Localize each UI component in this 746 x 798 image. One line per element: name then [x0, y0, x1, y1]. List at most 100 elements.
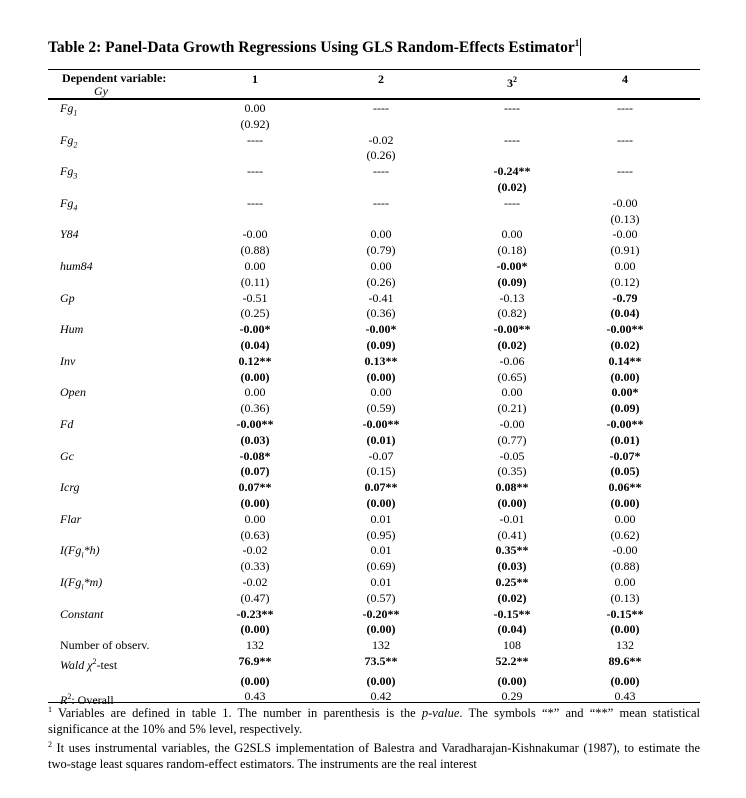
- coefficient-cell: ----: [318, 196, 444, 228]
- title-footnote-mark: 1: [574, 38, 580, 48]
- p-value: (0.79): [366, 243, 396, 258]
- coefficient-cell: -0.02 (0.47): [192, 575, 318, 607]
- p-value: (0.91): [610, 243, 640, 258]
- coefficient-cell: ----: [192, 164, 318, 196]
- coefficient: ----: [617, 132, 633, 147]
- p-value: (0.00): [610, 622, 640, 637]
- p-value: (0.57): [366, 590, 396, 605]
- p-value: (0.01): [366, 432, 396, 447]
- coefficient-cell: ----: [580, 133, 670, 165]
- coefficient-cell: 0.13** (0.00): [318, 354, 444, 386]
- table-row: Fg2 ---- -0.02 (0.26) ---- ----: [48, 133, 670, 165]
- top-rule: [48, 69, 700, 70]
- stat-pvalue: (0.00): [497, 673, 527, 688]
- coefficient: -0.13: [499, 290, 525, 305]
- stat-row-wald: Wald χ2-test 76.9** 73.5** 52.2** 89.6**…: [48, 654, 670, 690]
- coefficient: -0.01: [499, 511, 525, 526]
- row-label: Fg1: [60, 101, 78, 118]
- coefficient-cell: 0.00 (0.62): [580, 512, 670, 544]
- coefficient: 0.01: [370, 574, 392, 589]
- stat-value: 0.43: [614, 689, 636, 704]
- p-value: (0.03): [240, 432, 270, 447]
- table-row: Flar 0.00 (0.63) 0.01 (0.95) -0.01 (0.41) 0.00(…: [48, 512, 670, 544]
- p-value: (0.33): [240, 559, 270, 574]
- coefficient: 0.00: [244, 385, 266, 400]
- coefficient: ----: [617, 164, 633, 179]
- stat-value: 73.5**: [364, 653, 398, 668]
- coefficient-cell: -0.08* (0.07): [192, 449, 318, 481]
- row-label: Hum: [60, 322, 84, 337]
- dependent-variable-label: Dependent variable:: [62, 71, 167, 85]
- coefficient: ----: [504, 132, 520, 147]
- column-header-1: 1: [252, 72, 258, 86]
- p-value: (0.00): [497, 495, 527, 510]
- coefficient-cell: ----: [444, 133, 580, 165]
- title-text: Table 2: Panel-Data Growth Regressions U…: [48, 39, 575, 57]
- coefficient-cell: -0.05 (0.35): [444, 449, 580, 481]
- p-value: (0.12): [610, 274, 640, 289]
- table-row: I(Fgi*h) -0.02 (0.33) 0.01 (0.69) 0.35** (0.03…: [48, 543, 670, 575]
- coefficient: 0.07**: [364, 480, 398, 495]
- coefficient-cell: 0.01 (0.57): [318, 575, 444, 607]
- coefficient: ----: [504, 101, 520, 115]
- coefficient: -0.00**: [606, 322, 644, 337]
- p-value: (0.04): [610, 306, 640, 321]
- coefficient: ----: [373, 164, 389, 179]
- p-value: (0.92): [240, 116, 270, 131]
- table-row: Hum -0.00* (0.04) -0.00* (0.09) -0.00** (0.02)…: [48, 322, 670, 354]
- row-label: I(Fgi*m): [60, 574, 103, 592]
- coefficient-cell: -0.24** (0.02): [444, 164, 580, 196]
- coefficient: -0.15**: [493, 606, 531, 621]
- coefficient-cell: 0.12** (0.00): [192, 354, 318, 386]
- coefficient-cell: -0.13 (0.82): [444, 291, 580, 323]
- coefficient-cell: ----: [318, 164, 444, 196]
- p-value: (0.26): [366, 148, 396, 163]
- coefficient: 0.07**: [238, 480, 272, 495]
- stat-value: 132: [616, 638, 634, 652]
- coefficient-cell: -0.00* (0.04): [192, 322, 318, 354]
- footnote-2: 2 It uses instrumental variables, the G2…: [48, 740, 700, 772]
- p-value: (0.09): [366, 337, 396, 352]
- stat-value: 52.2**: [495, 653, 529, 668]
- coefficient: -0.00*: [365, 322, 397, 337]
- coefficient-cell: ----: [318, 101, 444, 133]
- table-row: hum84 0.00 (0.11) 0.00 (0.26) -0.00* (0.09) 0.0…: [48, 259, 670, 291]
- table-row: Open 0.00 (0.36) 0.00 (0.59) 0.00 (0.21) 0.00*(…: [48, 385, 670, 417]
- coefficient-cell: -0.00 (0.91): [580, 227, 670, 259]
- coefficient: -0.51: [242, 290, 268, 305]
- coefficient: 0.14**: [608, 353, 642, 368]
- p-value: (0.63): [240, 527, 270, 542]
- table-header: Dependent variable: Gy 1 2 32 4: [48, 72, 670, 98]
- p-value: (0.00): [240, 622, 270, 637]
- coefficient-cell: -0.00** (0.01): [318, 417, 444, 449]
- column-header-2: 2: [378, 72, 384, 86]
- p-value: (0.02): [497, 179, 527, 194]
- stat-pvalue: (0.00): [240, 673, 270, 688]
- table-row: Fg4 ---- ---- ---- -0.00 (0.13): [48, 196, 670, 228]
- stat-value: 89.6**: [608, 653, 642, 668]
- coefficient-cell: 0.00 (0.11): [192, 259, 318, 291]
- coefficient: -0.02: [242, 543, 268, 558]
- p-value: [580, 180, 670, 196]
- p-value: (0.00): [240, 369, 270, 384]
- coefficient: ----: [247, 164, 263, 179]
- coefficient-cell: -0.00** (0.02): [580, 322, 670, 354]
- stat-label: Wald χ2-test: [60, 656, 118, 672]
- coefficient: -0.41: [368, 290, 394, 305]
- coefficient: -0.02: [242, 574, 268, 589]
- row-label: Fd: [60, 416, 74, 431]
- p-value: [192, 212, 318, 228]
- stat-value: 0.29: [501, 689, 523, 704]
- row-label: Gp: [60, 290, 75, 305]
- coefficient: -0.00: [612, 195, 638, 210]
- p-value: (0.02): [610, 337, 640, 352]
- coefficient: 0.00: [501, 385, 523, 400]
- stat-value: 132: [246, 638, 264, 652]
- coefficient-cell: -0.00* (0.09): [318, 322, 444, 354]
- text-cursor: [580, 38, 582, 57]
- header-dependent: Dependent variable: Gy: [48, 72, 192, 98]
- p-value: (0.00): [366, 369, 396, 384]
- row-label: Constant: [60, 606, 104, 621]
- coefficient-cell: ----: [580, 164, 670, 196]
- p-value: [192, 180, 318, 196]
